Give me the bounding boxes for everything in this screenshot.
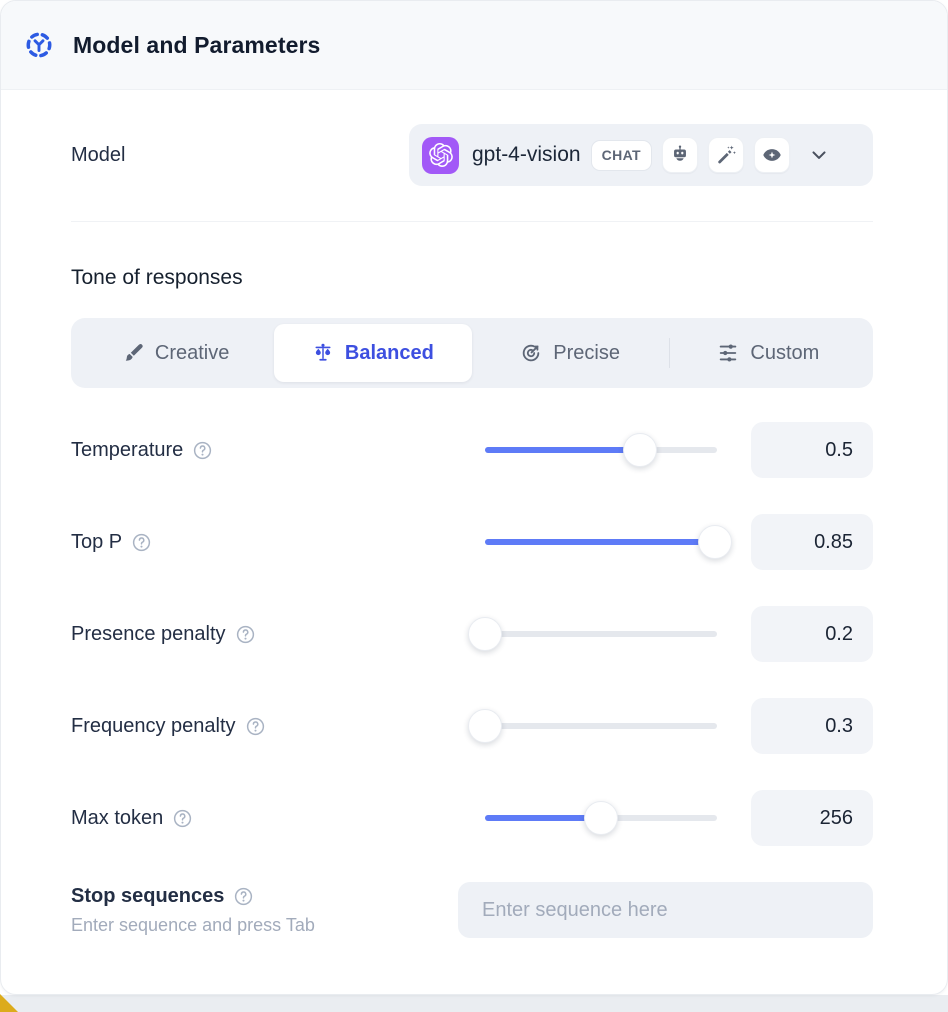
robot-icon: [662, 137, 699, 173]
background-strip: [0, 995, 948, 1012]
slider-thumb[interactable]: [584, 801, 618, 835]
panel-body: Model gpt-4-vision CHAT: [1, 90, 947, 978]
tone-heading: Tone of responses: [71, 266, 243, 289]
section-divider: [71, 221, 873, 222]
model-row: Model gpt-4-vision CHAT: [71, 124, 873, 186]
slider-track: [485, 723, 717, 729]
tab-label: Creative: [154, 341, 230, 364]
adjustments-icon: [720, 344, 737, 362]
param-label: Frequency penalty: [71, 714, 236, 737]
slider-track: [485, 539, 717, 545]
slider-thumb[interactable]: [468, 709, 502, 743]
max-token-value[interactable]: 256: [751, 790, 873, 846]
tone-tab-bar: Creative Balanced: [71, 318, 873, 388]
help-icon[interactable]: [245, 716, 266, 737]
stop-sequences-hint: Enter sequence and press Tab: [71, 914, 315, 935]
model-type-badge: CHAT: [590, 139, 653, 171]
openai-logo-icon: [422, 136, 459, 174]
tab-precise[interactable]: Precise: [472, 324, 669, 382]
help-icon[interactable]: [192, 440, 213, 461]
tab-divider: [668, 338, 670, 368]
stop-sequences-row: Stop sequences Enter sequence and press …: [71, 882, 873, 938]
param-row-top-p: Top P 0.85: [71, 514, 873, 570]
top-p-value[interactable]: 0.85: [751, 514, 873, 570]
tab-label: Precise: [553, 341, 620, 364]
presence-penalty-slider[interactable]: [468, 617, 717, 651]
frequency-penalty-value[interactable]: 0.3: [751, 698, 873, 754]
model-hub-icon: [25, 31, 53, 59]
slider-fill: [485, 815, 601, 821]
presence-penalty-value[interactable]: 0.2: [751, 606, 873, 662]
param-label: Top P: [71, 530, 123, 553]
temperature-value[interactable]: 0.5: [751, 422, 873, 478]
slider-thumb[interactable]: [697, 525, 732, 559]
stop-sequence-input[interactable]: [458, 882, 873, 938]
frequency-penalty-slider[interactable]: [468, 709, 717, 743]
vision-eye-icon: [754, 137, 791, 173]
target-arrow-icon: [523, 344, 540, 362]
scale-icon: [315, 343, 331, 361]
top-p-slider[interactable]: [485, 525, 732, 559]
slider-thumb[interactable]: [468, 617, 502, 651]
tab-label: Balanced: [344, 341, 434, 364]
tab-balanced[interactable]: Balanced: [274, 324, 472, 382]
help-icon[interactable]: [235, 624, 256, 645]
tab-custom[interactable]: Custom: [670, 324, 867, 382]
param-label: Presence penalty: [71, 622, 226, 645]
slider-thumb[interactable]: [623, 433, 658, 467]
param-row-max-token: Max token 256: [71, 790, 873, 846]
param-row-temperature: Temperature 0.5: [71, 422, 873, 478]
help-icon[interactable]: [233, 886, 254, 907]
chevron-down-icon: [808, 144, 830, 166]
slider-fill: [485, 447, 641, 453]
slider-track: [485, 447, 717, 453]
brush-icon: [125, 344, 143, 361]
max-token-slider[interactable]: [485, 801, 717, 835]
magic-wand-icon: [708, 137, 745, 173]
temperature-slider[interactable]: [485, 433, 717, 467]
panel-title: Model and Parameters: [73, 31, 321, 58]
model-select-dropdown[interactable]: gpt-4-vision CHAT: [409, 124, 873, 186]
panel-header: Model and Parameters: [1, 1, 947, 90]
model-label: Model: [71, 143, 126, 166]
tab-creative[interactable]: Creative: [77, 324, 274, 382]
help-icon[interactable]: [131, 532, 152, 553]
help-icon[interactable]: [172, 808, 193, 829]
stop-sequences-label: Stop sequences: [71, 884, 225, 907]
param-label: Max token: [71, 806, 164, 829]
slider-fill: [485, 539, 715, 545]
tab-label: Custom: [750, 341, 820, 364]
param-row-frequency-penalty: Frequency penalty 0.3: [71, 698, 873, 754]
slider-track: [485, 631, 717, 637]
selected-model-name: gpt-4-vision: [472, 143, 581, 166]
param-label: Temperature: [71, 438, 184, 461]
yellow-corner-accent: [0, 994, 18, 1012]
param-row-presence-penalty: Presence penalty 0.2: [71, 606, 873, 662]
